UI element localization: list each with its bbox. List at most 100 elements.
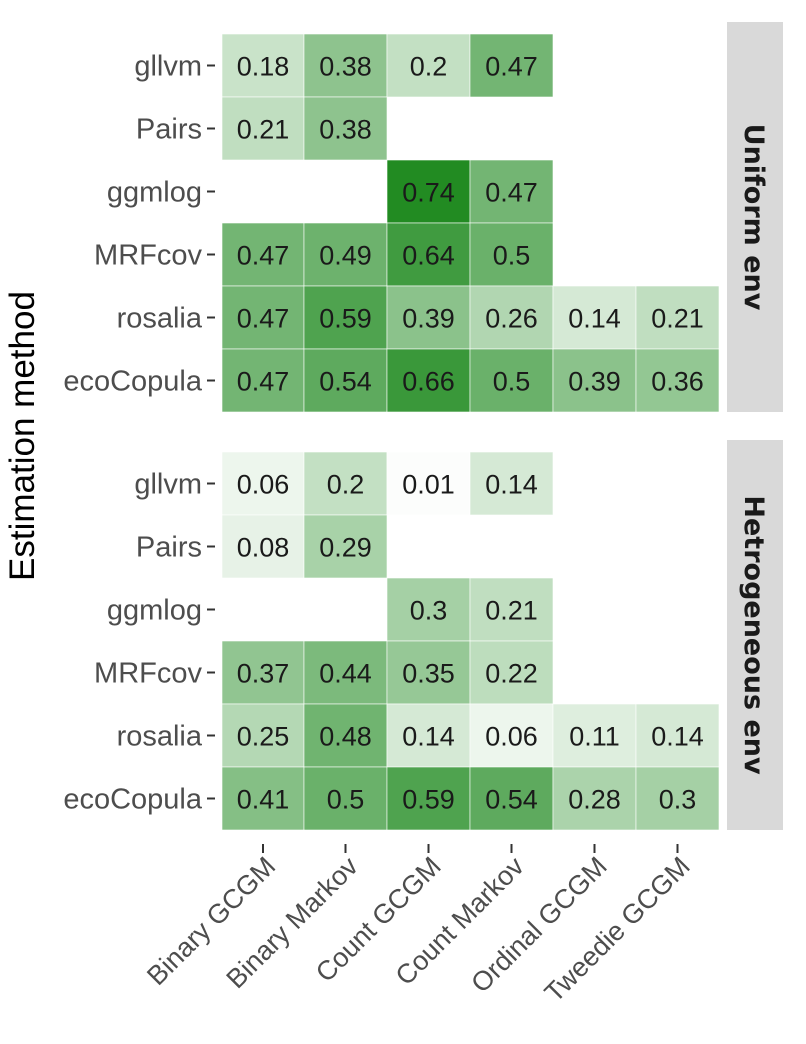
heatmap-cell <box>469 703 554 768</box>
heatmap-cell <box>386 451 471 516</box>
cell-label: 0.47 <box>237 304 290 334</box>
cell-label: 0.21 <box>651 304 704 334</box>
cell-label: 0.35 <box>402 659 455 689</box>
cell-label: 0.49 <box>319 241 372 271</box>
cell-label: 0.14 <box>402 722 455 752</box>
heatmap-cell <box>221 96 305 161</box>
cell-label: 0.06 <box>485 722 538 752</box>
cell-label: 0.14 <box>651 722 704 752</box>
cell-label: 0.64 <box>402 241 455 271</box>
y-axis-labels: gllvm Pairs ggmlog MRFcov rosalia ecoCopula gl… <box>63 51 215 816</box>
cell-label: 0.21 <box>485 596 538 626</box>
cell-label: 0.28 <box>568 785 621 815</box>
cell-label: 0.08 <box>237 533 290 563</box>
heatmap-cell <box>303 96 388 161</box>
y-tick-label: ecoCopula <box>63 366 203 398</box>
cell-label: 0.5 <box>493 241 531 271</box>
heatmap-cell <box>469 159 554 224</box>
heatmap-cell <box>469 640 554 705</box>
cell-label: 0.29 <box>319 533 372 563</box>
cell-label: 0.18 <box>237 52 290 82</box>
cell-label: 0.47 <box>485 178 538 208</box>
heatmap-cell <box>386 285 471 350</box>
cell-label: 0.74 <box>402 178 455 208</box>
heatmap-cell <box>552 285 637 350</box>
cell-label: 0.54 <box>485 785 538 815</box>
cell-label: 0.39 <box>568 367 621 397</box>
heatmap-cell <box>469 766 554 831</box>
heatmap-cell <box>635 285 720 350</box>
y-tick-label: ggmlog <box>107 595 202 627</box>
cell-label: 0.5 <box>493 367 531 397</box>
cell-label: 0.25 <box>237 722 290 752</box>
heatmap-cell <box>221 348 305 413</box>
heatmap-cell <box>386 33 471 98</box>
cell-label: 0.14 <box>485 470 538 500</box>
cell-label: 0.2 <box>410 52 448 82</box>
heatmap-cell <box>221 451 305 516</box>
heatmap-cell <box>469 33 554 98</box>
cell-label: 0.38 <box>319 115 372 145</box>
cell-label: 0.47 <box>237 367 290 397</box>
facet-panel: 0.18 0.38 0.2 0.47 0.21 0.38 0.74 0.47 0.47 0.49 0… <box>221 33 720 413</box>
heatmap-cell <box>469 285 554 350</box>
heatmap-cell <box>552 766 637 831</box>
y-tick-label: Pairs <box>136 114 202 146</box>
heatmap-cell <box>303 703 388 768</box>
heatmap-cell <box>386 577 471 642</box>
facet-panel: 0.06 0.2 0.01 0.14 0.08 0.29 0.3 0.21 0.37 0.44 0.… <box>221 451 720 831</box>
cell-label: 0.44 <box>319 659 372 689</box>
heatmap-cell <box>386 640 471 705</box>
heatmap-cell <box>386 703 471 768</box>
cell-label: 0.54 <box>319 367 372 397</box>
heatmap-cell <box>303 33 388 98</box>
cell-label: 0.39 <box>402 304 455 334</box>
x-tick-label: Tweedie GCGM <box>539 851 696 1008</box>
cell-label: 0.21 <box>237 115 290 145</box>
cell-label: 0.48 <box>319 722 372 752</box>
cell-label: 0.3 <box>659 785 697 815</box>
y-tick-label: rosalia <box>117 721 203 753</box>
cell-label: 0.59 <box>402 785 455 815</box>
y-tick-label: rosalia <box>117 303 203 335</box>
y-tick-label: MRFcov <box>94 240 202 272</box>
heatmap-cell <box>221 766 305 831</box>
cell-label: 0.22 <box>485 659 538 689</box>
cell-label: 0.59 <box>319 304 372 334</box>
heatmap-cell <box>635 348 720 413</box>
heatmap-cell <box>303 222 388 287</box>
heatmap-cell <box>303 348 388 413</box>
cell-label: 0.06 <box>237 470 290 500</box>
y-axis-title: Estimation method <box>3 291 42 581</box>
heatmap-cell <box>635 766 720 831</box>
y-tick-label: gllvm <box>134 469 202 501</box>
cell-label: 0.37 <box>237 659 290 689</box>
heatmap-cell <box>469 222 554 287</box>
cell-label: 0.14 <box>568 304 621 334</box>
heatmap-cell <box>221 33 305 98</box>
heatmap-cell <box>221 703 305 768</box>
heatmap-cell <box>303 285 388 350</box>
facet-strip <box>727 22 783 412</box>
cell-label: 0.26 <box>485 304 538 334</box>
cell-label: 0.2 <box>327 470 365 500</box>
y-tick-label: ecoCopula <box>63 784 203 816</box>
heatmap-cell <box>221 285 305 350</box>
cell-label: 0.11 <box>569 722 620 752</box>
facet-strips: Uniform env Hetrogeneous env <box>727 22 783 830</box>
heatmap-cell <box>635 703 720 768</box>
heatmap-cell <box>552 348 637 413</box>
cell-label: 0.36 <box>651 367 704 397</box>
heatmap-cell <box>469 451 554 516</box>
cell-label: 0.5 <box>327 785 365 815</box>
y-tick-label: gllvm <box>134 51 202 83</box>
heatmap-cell <box>386 766 471 831</box>
facet-strip-label: Hetrogeneous env <box>738 495 769 775</box>
facet-strip-label: Uniform env <box>738 124 769 311</box>
heatmap-cell <box>303 514 388 579</box>
y-tick-label: Pairs <box>136 532 202 564</box>
heatmap-cell <box>469 348 554 413</box>
heatmap-panels: 0.18 0.38 0.2 0.47 0.21 0.38 0.74 0.47 0.47 0.49 0… <box>221 33 720 831</box>
